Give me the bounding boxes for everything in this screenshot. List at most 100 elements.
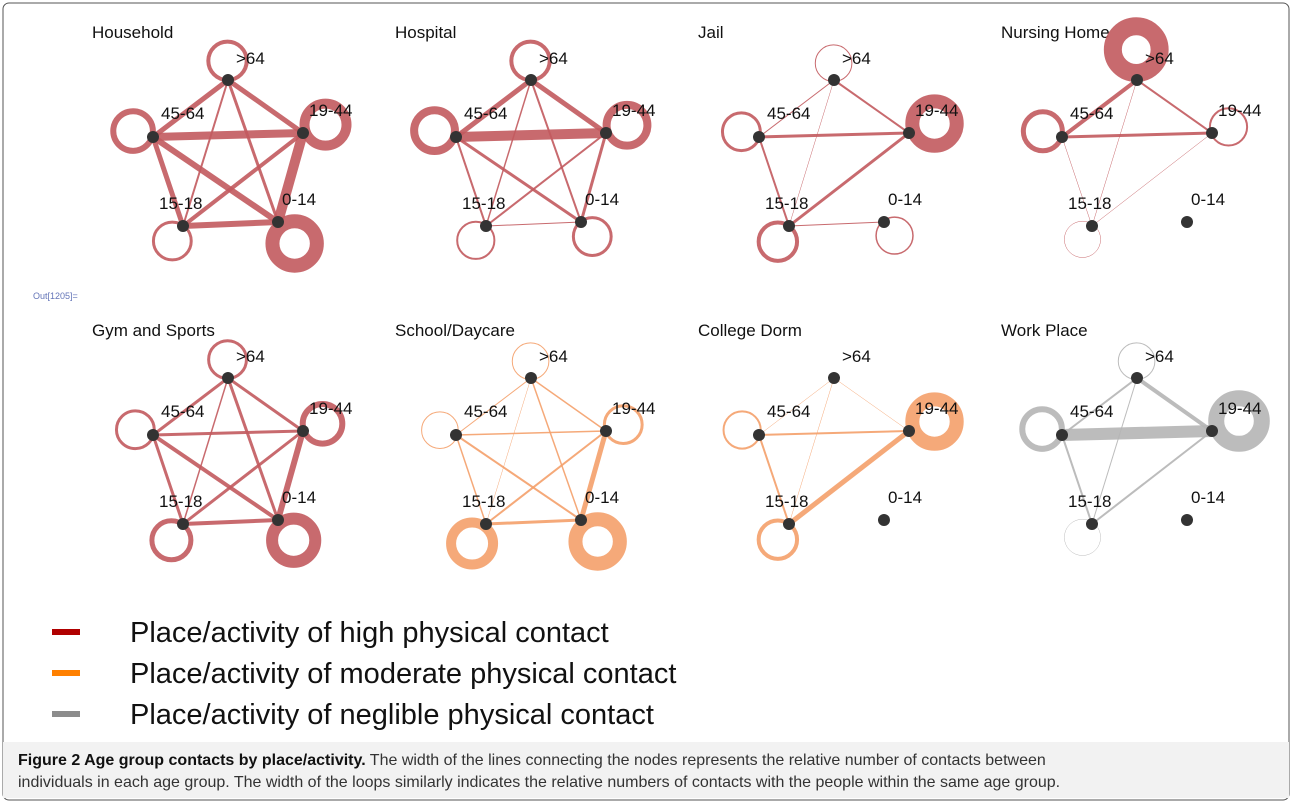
edge: [152, 429, 304, 437]
caption: Figure 2 Age group contacts by place/act…: [18, 752, 1046, 769]
node: [222, 372, 234, 384]
node: [575, 514, 587, 526]
node: [450, 429, 462, 441]
panel-title: Hospital: [395, 23, 456, 42]
node: [525, 372, 537, 384]
loop: [1064, 220, 1101, 258]
node-label: 19-44: [612, 101, 655, 120]
loop: [1064, 518, 1101, 556]
edge: [758, 430, 910, 436]
node-label: >64: [842, 49, 871, 68]
node: [1086, 220, 1098, 232]
loop: [299, 98, 352, 151]
node: [600, 425, 612, 437]
node-label: 15-18: [765, 194, 808, 213]
edge: [226, 79, 280, 223]
panel-title: Nursing Home: [1001, 23, 1110, 42]
edge: [1136, 79, 1213, 134]
legend-label: Place/activity of high physical contact: [130, 617, 609, 649]
edge: [152, 376, 229, 437]
node: [1206, 425, 1218, 437]
node: [1056, 429, 1068, 441]
loop: [571, 216, 613, 257]
node-label: 0-14: [585, 190, 619, 209]
legend-swatch: [52, 629, 80, 635]
loop: [110, 108, 156, 154]
node: [272, 514, 284, 526]
loop: [602, 404, 644, 446]
panel-title: Work Place: [1001, 321, 1088, 340]
node-label: 45-64: [464, 402, 507, 421]
loop: [756, 220, 800, 263]
edge: [833, 79, 910, 134]
node-label: 0-14: [888, 190, 922, 209]
loop: [1020, 109, 1065, 154]
edge: [226, 77, 305, 136]
edge: [758, 79, 835, 138]
node: [878, 514, 890, 526]
node: [272, 216, 284, 228]
node-label: 45-64: [1070, 104, 1113, 123]
node: [903, 127, 915, 139]
node-label: 0-14: [282, 488, 316, 507]
panel-title: School/Daycare: [395, 321, 515, 340]
loop: [1103, 17, 1169, 83]
edge: [227, 376, 304, 433]
node: [147, 131, 159, 143]
edge: [1061, 425, 1213, 441]
legend-label: Place/activity of moderate physical cont…: [130, 658, 676, 690]
node-label: 15-18: [462, 194, 505, 213]
node-label: 45-64: [161, 104, 204, 123]
edge: [530, 377, 582, 521]
edge: [182, 518, 279, 526]
edge: [455, 430, 607, 436]
loop: [456, 220, 496, 260]
node: [222, 74, 234, 86]
edge: [1091, 430, 1213, 525]
loop: [410, 106, 459, 155]
edge: [1091, 377, 1138, 525]
loop: [602, 100, 652, 150]
edge: [529, 77, 608, 136]
node: [783, 220, 795, 232]
node-label: >64: [539, 347, 568, 366]
loop: [568, 512, 627, 571]
edge: [152, 129, 304, 141]
node-label: 15-18: [1068, 492, 1111, 511]
edge: [182, 429, 304, 526]
edge: [454, 78, 533, 139]
edge: [273, 131, 308, 224]
node-label: 15-18: [159, 492, 202, 511]
node: [828, 372, 840, 384]
edge: [182, 219, 279, 229]
node-label: 45-64: [161, 402, 204, 421]
edge: [455, 128, 607, 142]
edge: [1135, 376, 1214, 433]
edge: [833, 377, 910, 432]
node: [575, 216, 587, 228]
node-label: >64: [1145, 49, 1174, 68]
node-label: 19-44: [1218, 101, 1261, 120]
node-label: 15-18: [462, 492, 505, 511]
node: [1086, 518, 1098, 530]
edge: [1061, 131, 1213, 139]
caption-text: individuals in each age group. The width…: [18, 774, 1060, 791]
node: [480, 220, 492, 232]
node-label: 45-64: [1070, 402, 1113, 421]
loop: [446, 517, 499, 570]
node: [753, 131, 765, 143]
node: [177, 518, 189, 530]
caption-box: [3, 742, 1289, 798]
edge: [1091, 79, 1138, 227]
edge: [485, 132, 607, 227]
node-label: 19-44: [309, 399, 352, 418]
edge: [182, 377, 229, 525]
node: [600, 127, 612, 139]
edge: [530, 79, 582, 223]
edge: [485, 79, 532, 227]
node-label: 0-14: [1191, 190, 1225, 209]
loop: [1208, 390, 1270, 452]
node: [1056, 131, 1068, 143]
